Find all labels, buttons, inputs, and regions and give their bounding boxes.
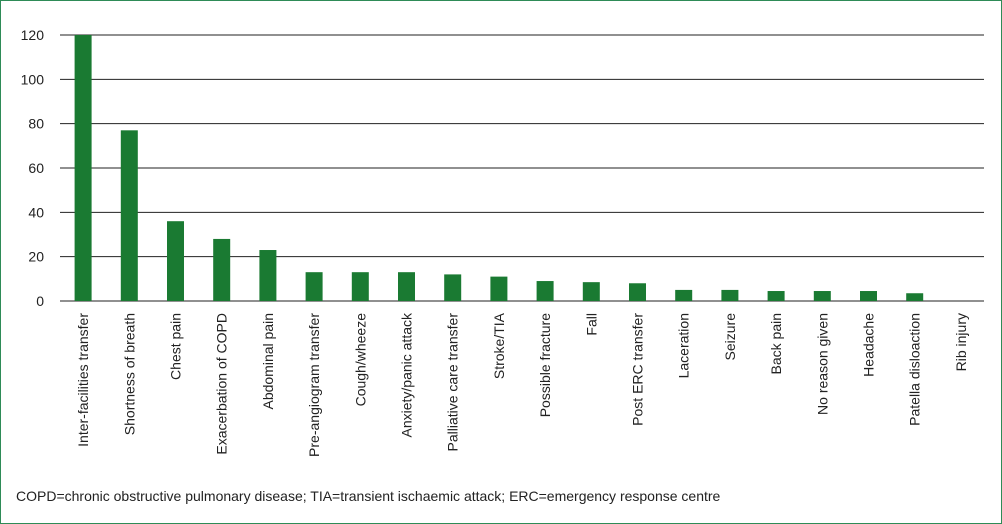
bar (398, 272, 415, 301)
bar (444, 274, 462, 301)
y-tick-label: 20 (28, 249, 44, 265)
bar (582, 282, 600, 301)
x-category-label: Cough/wheeze (352, 313, 368, 407)
x-category-label: Anxiety/panic attack (399, 312, 415, 438)
bar (167, 221, 184, 301)
x-category-label: Exacerbation of COPD (214, 313, 230, 455)
y-tick-label: 120 (21, 27, 45, 43)
x-category-label: Seizure (722, 313, 738, 361)
x-category-label: No reason given (814, 313, 830, 415)
bar (906, 293, 924, 301)
x-category-label: Laceration (676, 313, 692, 378)
x-category-label: Inter-facilities transfer (75, 313, 91, 447)
x-category-label: Possible fracture (537, 313, 553, 417)
grid-lines (60, 34, 984, 302)
x-category-label: Palliative care transfer (445, 313, 461, 452)
bar (675, 289, 693, 301)
bar (305, 272, 323, 301)
bar (120, 130, 138, 301)
y-tick-label: 40 (28, 204, 44, 220)
x-category-label: Fall (583, 313, 599, 336)
x-category-label: Abdominal pain (260, 313, 276, 410)
bar (860, 291, 877, 301)
x-category-label: Stroke/TIA (491, 312, 507, 379)
bar (813, 291, 831, 301)
x-category-label: Patella disloaction (907, 313, 923, 426)
x-category-label: Back pain (768, 313, 784, 374)
x-category-label: Post ERC transfer (630, 313, 646, 426)
bar (213, 238, 231, 301)
x-category-label: Pre-angiogram transfer (306, 313, 322, 457)
bar (629, 283, 646, 301)
bar (259, 250, 277, 301)
y-tick-label: 80 (28, 116, 44, 132)
footnote: COPD=chronic obstructive pulmonary disea… (16, 488, 721, 504)
x-category-label: Shortness of breath (121, 313, 137, 435)
bar (351, 272, 369, 301)
y-tick-label: 60 (28, 160, 44, 176)
bar (490, 276, 508, 301)
bar (74, 35, 92, 301)
bar (536, 281, 554, 301)
x-axis-category-labels: Inter-facilities transfer Shortness of br… (75, 312, 969, 457)
x-category-label: Chest pain (168, 313, 184, 380)
bar (767, 291, 785, 301)
x-category-label: Rib injury (953, 313, 969, 371)
y-tick-label: 100 (21, 71, 45, 87)
bars (74, 35, 924, 301)
bar (721, 289, 739, 301)
x-category-label: Headache (861, 313, 877, 377)
y-tick-label: 0 (36, 293, 44, 309)
y-axis-tick-labels: 0 20 40 60 80 100 120 (21, 27, 45, 309)
